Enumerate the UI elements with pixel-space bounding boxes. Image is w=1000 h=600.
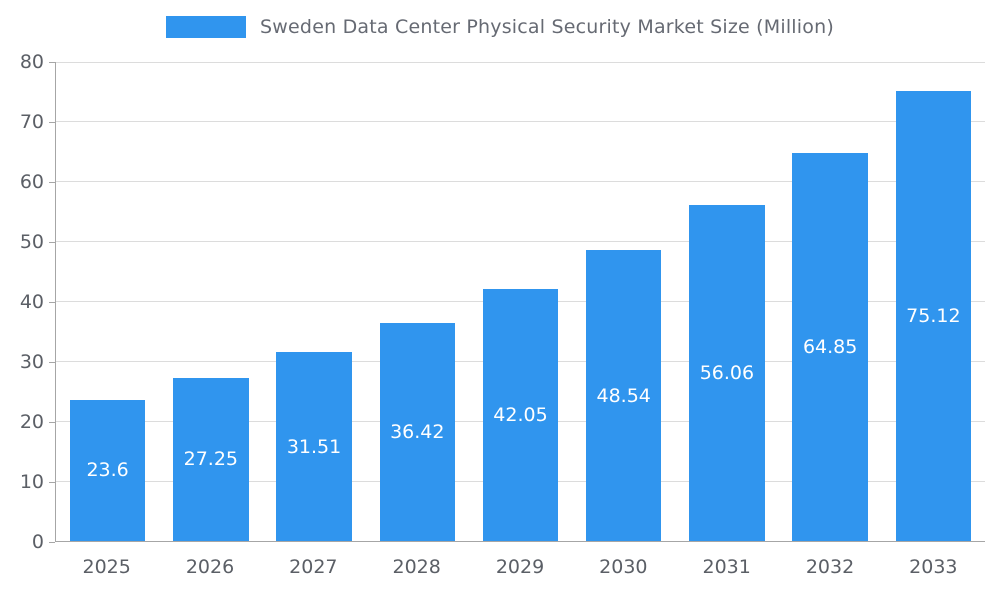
bar-slot: 31.51 <box>262 62 365 541</box>
y-tick-label: 10 <box>19 471 44 493</box>
x-tick-label: 2028 <box>392 556 441 578</box>
y-tick-label: 70 <box>19 111 44 133</box>
y-tick-mark <box>49 422 55 423</box>
x-tick-label: 2026 <box>185 556 235 578</box>
gridline <box>56 61 985 63</box>
bar-slot: 23.6 <box>56 62 159 541</box>
bar-value-label: 75.12 <box>906 305 961 328</box>
bar-value-label: 36.42 <box>390 420 445 443</box>
y-tick-label: 0 <box>31 531 44 553</box>
bar-slot: 75.12 <box>882 62 985 541</box>
gridline <box>56 121 985 123</box>
y-tick-mark <box>49 242 55 243</box>
bar-2031: 56.06 <box>689 205 765 541</box>
bar-slot: 36.42 <box>366 62 469 541</box>
gridline <box>56 241 985 243</box>
bar-value-label: 42.05 <box>493 404 548 427</box>
x-tick-label: 2029 <box>495 556 545 578</box>
bars-row: 23.6 27.25 31.51 36.42 42.05 48.54 56.06 64.85 7… <box>56 62 985 541</box>
y-tick-mark <box>49 362 55 363</box>
y-tick-mark <box>49 122 55 123</box>
bar-2033: 75.12 <box>895 91 972 541</box>
y-tick-mark <box>49 302 55 303</box>
bar-2030: 48.54 <box>586 250 662 541</box>
bar-2032: 64.85 <box>792 152 868 541</box>
chart-title: Sweden Data Center Physical Security Mar… <box>260 16 834 38</box>
y-tick-label: 40 <box>19 291 44 313</box>
y-tick-label: 20 <box>19 411 44 433</box>
legend-swatch <box>166 16 247 38</box>
bar-value-label: 64.85 <box>802 335 858 358</box>
bar-value-label: 31.51 <box>286 435 342 458</box>
y-tick-mark <box>49 182 55 183</box>
bar-value-label: 23.6 <box>86 459 129 482</box>
bar-2028: 36.42 <box>379 322 455 541</box>
bar-2029: 42.05 <box>482 289 559 541</box>
bar-value-label: 48.54 <box>596 384 651 407</box>
y-tick-label: 80 <box>19 51 44 73</box>
bar-2025: 23.6 <box>69 399 146 541</box>
y-tick-label: 60 <box>19 171 44 193</box>
y-tick-mark <box>49 62 55 63</box>
x-tick-label: 2032 <box>805 556 855 578</box>
bar-2026: 27.25 <box>173 377 249 541</box>
x-tick-label: 2025 <box>82 556 131 578</box>
x-tick-label: 2031 <box>702 556 751 578</box>
y-tick-label: 30 <box>19 351 44 373</box>
bar-2027: 31.51 <box>276 352 352 541</box>
x-tick-label: 2030 <box>599 556 648 578</box>
y-tick-mark <box>49 482 55 483</box>
bar-slot: 56.06 <box>675 62 778 541</box>
bar-slot: 64.85 <box>779 62 882 541</box>
y-tick-label: 50 <box>19 231 44 253</box>
bar-slot: 48.54 <box>572 62 675 541</box>
bar-slot: 27.25 <box>159 62 262 541</box>
x-tick-label: 2033 <box>909 556 958 578</box>
gridline <box>56 181 985 183</box>
x-tick-label: 2027 <box>289 556 338 578</box>
plot-area: 23.6 27.25 31.51 36.42 42.05 48.54 56.06 64.85 7… <box>55 61 985 542</box>
legend: Sweden Data Center Physical Security Mar… <box>0 16 1000 38</box>
bar-value-label: 27.25 <box>183 448 239 471</box>
y-tick-mark <box>49 542 55 543</box>
bar-value-label: 56.06 <box>699 362 755 385</box>
bar-slot: 42.05 <box>469 62 572 541</box>
